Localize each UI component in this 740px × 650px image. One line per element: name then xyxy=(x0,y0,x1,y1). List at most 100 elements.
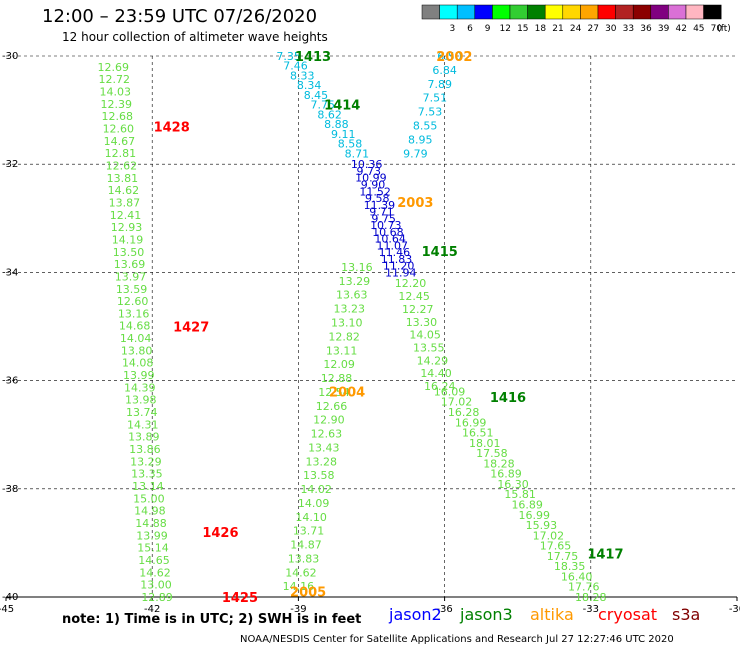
x-tick-label: -30 xyxy=(729,604,740,615)
wave-height-value: 13.89 xyxy=(128,431,160,444)
wave-height-value: 16.89 xyxy=(490,468,522,481)
wave-height-value: 14.29 xyxy=(417,354,449,367)
legend-color-box xyxy=(703,4,722,20)
wave-height-value: 13.74 xyxy=(126,406,158,419)
satellite-label-s3a: s3a xyxy=(672,605,701,624)
wave-height-value: 6.84 xyxy=(432,64,457,77)
wave-height-value: 16.30 xyxy=(497,478,529,491)
pass-number-label: 1427 xyxy=(173,321,209,336)
wave-height-value: 14.05 xyxy=(409,329,441,342)
y-tick-label: -32 xyxy=(2,159,18,170)
wave-height-value: 12.88 xyxy=(321,372,353,385)
wave-height-value: 15.14 xyxy=(137,542,169,555)
legend-tick-label: 12 xyxy=(499,24,510,34)
legend-tick-label: 21 xyxy=(552,24,563,34)
wave-height-value: 9.75 xyxy=(371,212,396,225)
legend-tick-label: 18 xyxy=(535,24,547,34)
wave-height-value: 13.23 xyxy=(334,303,366,316)
wave-height-value: 14.31 xyxy=(127,418,159,431)
plot-axes: -45 -42 -39 -36 -33 -30 -30 -32 -34 -36 -38 -40 xyxy=(0,51,740,615)
wave-height-value: 13.87 xyxy=(109,196,141,209)
y-tick-label: -34 xyxy=(2,267,18,278)
wave-height-value: 12.66 xyxy=(316,400,348,413)
wave-height-value: 10.99 xyxy=(355,172,387,185)
wave-height-value: 12.54 xyxy=(318,386,350,399)
wave-height-value: 13.63 xyxy=(336,289,368,302)
wave-height-value: 18.35 xyxy=(554,560,586,573)
wave-height-value: 13.29 xyxy=(339,275,371,288)
wave-height-value: 14.09 xyxy=(298,497,330,510)
legend-tick-label: 45 xyxy=(693,24,704,34)
legend-tick-label: 6 xyxy=(467,24,473,34)
wave-height-value: 14.16 xyxy=(283,580,315,593)
wave-height-value: 17.58 xyxy=(476,447,508,460)
wave-height-value: 13.71 xyxy=(293,525,325,538)
legend-color-box xyxy=(650,4,669,20)
legend-color-box xyxy=(615,4,634,20)
wave-height-value: 12.63 xyxy=(311,428,343,441)
pass-number-label: 2002 xyxy=(436,50,472,65)
pass-number-label: 1428 xyxy=(154,120,190,135)
wave-height-value: 7.53 xyxy=(418,106,443,119)
wave-height-value: 11.83 xyxy=(381,253,413,266)
legend-tick-label: 27 xyxy=(587,24,598,34)
legend-color-box xyxy=(456,4,476,20)
wave-height-value: 14.02 xyxy=(300,483,332,496)
color-legend: 3 6 9 12 15 18 21 24 27 30 33 36 39 42 45 70(ft) xyxy=(421,4,731,34)
wave-height-value: 13.98 xyxy=(125,394,157,407)
wave-height-value: 12.41 xyxy=(110,209,142,222)
wave-height-value: 9.73 xyxy=(357,165,382,178)
legend-tick-label: 9 xyxy=(485,24,491,34)
legend-tick-label: 3 xyxy=(450,24,456,34)
wave-height-value: 17.76 xyxy=(568,581,600,594)
wave-height-value: 7.75 xyxy=(311,99,336,112)
wave-height-value: 13.99 xyxy=(136,529,168,542)
wave-height-value: 12.62 xyxy=(106,159,138,172)
legend-color-box xyxy=(580,4,599,20)
wave-height-value: 8.58 xyxy=(338,138,363,151)
wave-height-value: 14.40 xyxy=(420,367,452,380)
legend-tick-label: 30 xyxy=(605,24,617,34)
wave-height-value: 13.81 xyxy=(107,172,139,185)
wave-height-value: 11.20 xyxy=(383,260,415,273)
wave-height-value: 8.34 xyxy=(297,79,322,92)
x-tick-label: -45 xyxy=(0,604,14,615)
satellite-label-jason3: jason3 xyxy=(460,605,513,624)
wave-height-value: 9.90 xyxy=(361,178,386,191)
legend-color-box xyxy=(439,4,458,20)
pass-number-label: 1414 xyxy=(324,99,360,114)
wave-height-value: 17.65 xyxy=(540,540,572,553)
wave-height-value: 11.07 xyxy=(376,239,408,252)
legend-tick-label: 15 xyxy=(517,24,528,34)
wave-height-value: 11.52 xyxy=(359,185,391,198)
y-tick-label: -38 xyxy=(2,484,18,495)
wave-height-value: 18.01 xyxy=(469,437,501,450)
pass-number-label: 2004 xyxy=(329,385,365,400)
wave-height-value: 10.68 xyxy=(372,226,404,239)
wave-height-value: 8.88 xyxy=(324,118,349,131)
wave-height-value: 14.62 xyxy=(139,566,171,579)
wave-height-value: 14.65 xyxy=(138,554,170,567)
wave-height-value: 14.68 xyxy=(119,320,151,333)
wave-height-value: 16.24 xyxy=(424,380,456,393)
pass-labels: 1428 1427 1426 1425 1413 1414 2002 2003 1415 2004… xyxy=(154,50,624,606)
legend-tick-label: 39 xyxy=(658,24,670,34)
wave-height-value: 16.09 xyxy=(434,385,466,398)
chart-subtitle: 12 hour collection of altimeter wave hei… xyxy=(62,30,328,44)
wave-height-value: 12.39 xyxy=(101,98,133,111)
x-tick-label: -36 xyxy=(436,604,452,615)
wave-height-value: 17.02 xyxy=(441,396,473,409)
pass-number-label: 1416 xyxy=(490,391,526,406)
wave-height-value: 16.89 xyxy=(511,498,543,511)
pass-number-label: 2005 xyxy=(290,586,326,601)
wave-height-value: 12.82 xyxy=(328,330,360,343)
wave-height-value: 13.11 xyxy=(326,344,358,357)
x-tick-label: -39 xyxy=(290,604,306,615)
wave-height-value: 8.95 xyxy=(408,133,433,146)
wave-height-value: 16.40 xyxy=(561,570,593,583)
wave-height-value: 14.88 xyxy=(135,517,167,530)
wave-height-value: 13.83 xyxy=(288,552,320,565)
wave-height-value: 13.28 xyxy=(306,455,338,468)
legend-tick-label: 42 xyxy=(675,24,686,34)
